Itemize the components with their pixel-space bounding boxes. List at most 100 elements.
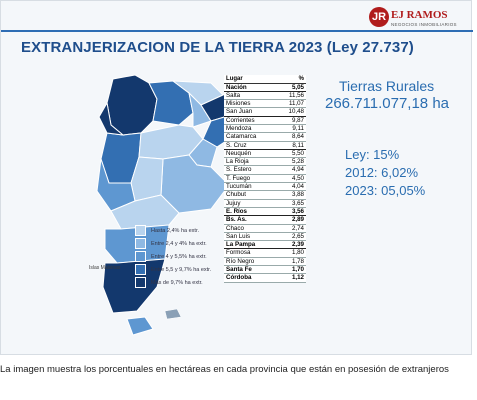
province-name: San Juan	[224, 107, 277, 117]
map-legend: Hasta 2,4% ha extr. Entre 2,4 y 4% ha ex…	[135, 225, 211, 290]
table-row: Chaco 2,74	[224, 224, 306, 233]
legend-item: Entre 4 y 5,5% ha extr.	[135, 251, 211, 262]
province-name: Córdoba	[224, 273, 277, 283]
table-row: Santa Fe 1,70	[224, 265, 306, 275]
table-row: Neuquén 5,50	[224, 149, 306, 159]
province-percent: 5,50	[276, 149, 306, 159]
province-percent: 4,94	[276, 165, 306, 175]
province-percent: 8,11	[276, 141, 306, 150]
argentina-map	[96, 74, 248, 336]
province-percentage-table: Lugar % Nación 5,05 Salta 11,56 Misiones 11,0…	[224, 75, 306, 283]
province-percent: 10,48	[276, 107, 306, 117]
legend-swatch	[135, 277, 146, 288]
table-row: Corrientes 9,87	[224, 116, 306, 126]
province-name: Catamarca	[224, 132, 277, 142]
table-row: Bs. As. 2,89	[224, 215, 306, 225]
table-row: T. Fuego 4,50	[224, 174, 306, 184]
table-row: Córdoba 1,12	[224, 273, 306, 283]
table-row: La Rioja 5,28	[224, 157, 306, 167]
province-percent: 2,39	[276, 240, 306, 250]
province-percent: 9,11	[276, 124, 306, 134]
table-row: Río Negro 1,78	[224, 257, 306, 267]
province-name: E. Ríos	[224, 207, 277, 217]
stats-block: Ley: 15% 2012: 6,02% 2023: 05,05%	[345, 146, 425, 200]
province-percent: 1,12	[276, 273, 306, 283]
legend-swatch	[135, 225, 146, 236]
province-percent: 1,70	[276, 265, 306, 275]
legend-label: Entre 5,5 y 9,7% ha extr.	[151, 266, 212, 273]
table-row: Formosa 1,80	[224, 248, 306, 258]
slide: JR EJ RAMOS NEGOCIOS INMOBILIARIOS EXTRA…	[0, 0, 473, 355]
slide-title: EXTRANJERIZACION DE LA TIERRA 2023 (Ley …	[21, 39, 414, 56]
legend-swatch	[135, 264, 146, 275]
title-divider	[1, 30, 473, 32]
province-percent: 9,87	[276, 116, 306, 126]
province-name: Salta	[224, 91, 277, 101]
province-percent: 2,89	[276, 215, 306, 225]
table-row: S. Estero 4,94	[224, 165, 306, 175]
province-percent: 3,56	[276, 207, 306, 217]
tierras-rurales-value: 266.711.077,18 ha	[325, 95, 450, 112]
province-percent: 5,05	[276, 83, 306, 92]
province-percent: 11,07	[276, 99, 306, 109]
column-header-lugar: Lugar	[224, 75, 277, 84]
province-name: Misiones	[224, 99, 277, 109]
province-percent: 3,88	[276, 190, 306, 200]
image-caption: La imagen muestra los porcentuales en he…	[0, 364, 449, 375]
legend-label: Entre 4 y 5,5% ha extr.	[151, 253, 207, 260]
table-row: Misiones 11,07	[224, 99, 306, 109]
province-name: S. Cruz	[224, 141, 277, 150]
stat-2023: 2023: 05,05%	[345, 183, 426, 198]
province-name: Río Negro	[224, 257, 277, 267]
province-name: T. Fuego	[224, 174, 277, 184]
legend-item: Entre 5,5 y 9,7% ha extr.	[135, 264, 211, 275]
table-row: Catamarca 8,64	[224, 132, 306, 142]
table-row: San Luis 2,65	[224, 232, 306, 242]
stat-ley: Ley: 15%	[345, 147, 400, 162]
province-name: Tucumán	[224, 182, 277, 192]
table-row: Chubut 3,88	[224, 190, 306, 200]
province-name: Mendoza	[224, 124, 277, 134]
legend-item: Más de 9,7% ha extr.	[135, 277, 211, 288]
province-name: Chubut	[224, 190, 277, 200]
table-row: S. Cruz 8,11	[224, 141, 306, 150]
province-name: Jujuy	[224, 199, 277, 208]
province-name: San Luis	[224, 232, 277, 242]
province-percent: 4,50	[276, 174, 306, 184]
malvinas-label: Islas Malvinas	[89, 265, 121, 271]
table-row: Jujuy 3,65	[224, 199, 306, 208]
province-percent: 3,65	[276, 199, 306, 208]
province-percent: 2,74	[276, 224, 306, 233]
legend-item: Entre 2,4 y 4% ha extr.	[135, 238, 211, 249]
province-name: Corrientes	[224, 116, 277, 126]
province-percent: 8,64	[276, 132, 306, 142]
province-name: La Pampa	[224, 240, 277, 250]
province-name: Santa Fe	[224, 265, 277, 275]
province-percent: 11,56	[276, 91, 306, 101]
stat-2012: 2012: 6,02%	[345, 165, 419, 180]
province-percent: 2,65	[276, 232, 306, 242]
legend-swatch	[135, 238, 146, 249]
company-logo: JR EJ RAMOS NEGOCIOS INMOBILIARIOS	[369, 7, 463, 33]
province-name: S. Estero	[224, 165, 277, 175]
province-name: Nación	[224, 83, 277, 92]
map-tierradelfuego-region	[126, 316, 154, 336]
table-body: Nación 5,05 Salta 11,56 Misiones 11,07 San Jua…	[224, 83, 306, 283]
tierras-rurales-label: Tierras Rurales	[339, 78, 435, 94]
logo-badge: JR	[369, 7, 389, 27]
table-row: San Juan 10,48	[224, 107, 306, 117]
legend-label: Más de 9,7% ha extr.	[151, 279, 203, 286]
province-name: Bs. As.	[224, 215, 277, 225]
province-name: Chaco	[224, 224, 277, 233]
province-name: Neuquén	[224, 149, 277, 159]
table-row: E. Ríos 3,56	[224, 207, 306, 217]
logo-subtitle: NEGOCIOS INMOBILIARIOS	[391, 22, 457, 27]
map-sanjuan-region	[98, 101, 125, 136]
legend-swatch	[135, 251, 146, 262]
table-row: Tucumán 4,04	[224, 182, 306, 192]
province-percent: 1,78	[276, 257, 306, 267]
province-name: La Rioja	[224, 157, 277, 167]
logo-name: EJ RAMOS	[391, 9, 448, 21]
map-santacruz-region	[102, 258, 166, 314]
table-row: Nación 5,05	[224, 83, 306, 92]
